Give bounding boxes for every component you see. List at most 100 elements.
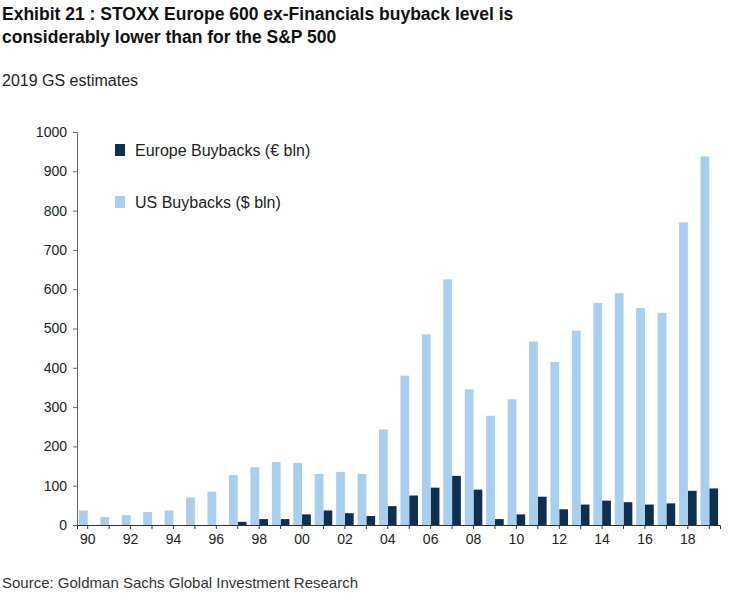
y-tick-mark	[73, 211, 77, 212]
x-tick: 12	[551, 525, 567, 547]
y-tick: 1000	[36, 124, 77, 140]
x-tick-label: 06	[423, 531, 439, 547]
x-tick: 94	[166, 525, 182, 547]
y-tick-label: 800	[44, 203, 68, 219]
y-tick-label: 300	[44, 399, 68, 415]
x-tick-label: 16	[637, 531, 653, 547]
y-tick-mark	[73, 171, 77, 172]
bar	[388, 506, 397, 525]
x-tick	[109, 525, 110, 529]
y-tick-mark	[73, 250, 77, 251]
bar	[572, 330, 581, 525]
x-tick-label: 90	[80, 531, 96, 547]
bar	[538, 497, 547, 525]
bar	[366, 516, 375, 525]
bar	[100, 517, 109, 525]
x-tick	[666, 525, 667, 529]
legend-label: US Buybacks ($ bln)	[135, 194, 281, 211]
y-tick-label: 600	[44, 281, 68, 297]
bar	[250, 467, 259, 525]
y-tick-mark	[73, 368, 77, 369]
bar	[443, 279, 452, 525]
x-tick	[409, 525, 410, 529]
x-tick-mark	[259, 525, 260, 529]
x-tick-mark	[323, 525, 324, 529]
bar	[529, 341, 538, 525]
bar	[495, 519, 504, 525]
x-tick-label: 14	[594, 531, 610, 547]
bar	[79, 510, 88, 525]
y-tick-label: 200	[44, 438, 68, 454]
bar	[700, 156, 709, 525]
x-tick-mark	[623, 525, 624, 529]
x-tick-mark	[130, 525, 131, 529]
bar	[452, 476, 461, 525]
bar	[152, 525, 161, 526]
x-tick: 08	[466, 525, 482, 547]
bar	[400, 376, 409, 525]
bars	[79, 156, 718, 525]
x-tick-mark	[537, 525, 538, 529]
series	[238, 476, 718, 525]
x-tick-mark	[644, 525, 645, 529]
x-tick-label: 00	[294, 531, 310, 547]
x-tick-label: 04	[380, 531, 396, 547]
bar	[109, 525, 118, 526]
bar	[422, 334, 431, 525]
bar	[581, 505, 590, 525]
x-tick-label: 12	[551, 531, 567, 547]
subtitle: 2019 GS estimates	[2, 72, 138, 89]
y-tick-mark	[73, 289, 77, 290]
title: Exhibit 21 : STOXX Europe 600 ex-Financi…	[2, 4, 514, 24]
bar	[615, 293, 624, 525]
legend: Europe Buybacks (€ bln) US Buybacks ($ bl…	[115, 142, 310, 211]
bar	[688, 491, 697, 525]
bar	[131, 525, 140, 526]
x-tick-mark	[366, 525, 367, 529]
bar	[645, 505, 654, 525]
y-tick-label: 700	[44, 242, 68, 258]
y-tick: 400	[44, 360, 77, 376]
bar	[143, 512, 152, 525]
bar	[636, 308, 645, 525]
bar	[624, 502, 633, 525]
x-tick: 04	[380, 525, 396, 547]
x-tick: 06	[423, 525, 439, 547]
bar	[122, 515, 131, 525]
bar	[229, 475, 238, 525]
x-tick-mark	[237, 525, 238, 529]
x-tick: 16	[637, 525, 653, 547]
x-tick-mark	[687, 525, 688, 529]
x-axis-line	[78, 526, 721, 530]
y-tick: 600	[44, 281, 77, 297]
legend-label: Europe Buybacks (€ bln)	[135, 142, 310, 159]
bar	[186, 497, 195, 525]
series	[79, 156, 709, 525]
x-tick-mark	[302, 525, 303, 529]
title-group: Exhibit 21 : STOXX Europe 600 ex-Financi…	[2, 4, 514, 47]
y-tick-label: 900	[44, 163, 68, 179]
x-tick-mark	[494, 525, 495, 529]
bar	[465, 389, 474, 525]
bar	[281, 519, 290, 525]
x-axis: 909294969800020406081012141618	[78, 525, 721, 547]
x-tick-mark	[430, 525, 431, 529]
x-tick: 92	[123, 525, 139, 547]
legend-item: Europe Buybacks (€ bln)	[115, 142, 310, 159]
legend-swatch	[115, 196, 125, 208]
x-tick-mark	[87, 525, 88, 529]
y-tick: 100	[44, 478, 77, 494]
y-tick: 900	[44, 163, 77, 179]
bar	[666, 503, 675, 525]
bar	[679, 222, 688, 525]
bar	[431, 488, 440, 525]
bar	[165, 510, 174, 525]
x-tick	[452, 525, 453, 529]
x-tick	[537, 525, 538, 529]
source: Source: Goldman Sachs Global Investment …	[2, 574, 358, 591]
x-tick	[709, 525, 710, 529]
x-tick: 14	[594, 525, 610, 547]
x-tick-label: 92	[123, 531, 139, 547]
bar	[345, 513, 354, 525]
x-tick-mark	[344, 525, 345, 529]
